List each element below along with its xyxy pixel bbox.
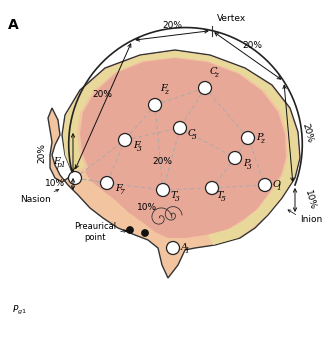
Circle shape [126,226,133,234]
Polygon shape [48,50,300,278]
Text: C: C [210,67,217,76]
Text: 3: 3 [192,133,197,141]
Text: F: F [115,184,122,193]
Text: P: P [243,159,250,168]
Text: 1: 1 [277,184,282,192]
Text: F: F [160,84,167,93]
Circle shape [167,241,179,255]
Text: P: P [256,133,262,142]
Text: p1: p1 [57,161,67,169]
Text: A: A [181,243,188,252]
Text: Inion: Inion [300,216,322,224]
Text: 20%: 20% [300,122,314,144]
Text: 10%: 10% [45,180,65,188]
Text: 20%: 20% [243,41,263,50]
Circle shape [100,176,114,189]
Circle shape [149,99,162,112]
Text: F: F [133,141,140,150]
Circle shape [119,134,131,147]
Text: 3: 3 [175,195,179,203]
Circle shape [69,171,82,185]
Text: Vertex: Vertex [217,14,246,22]
Text: C: C [188,129,196,138]
Text: z: z [164,88,168,96]
Text: O: O [273,180,281,189]
Text: T: T [171,191,177,200]
Text: Nasion: Nasion [20,189,59,204]
Text: 20%: 20% [38,143,46,163]
Text: $P_{g1}$: $P_{g1}$ [12,304,27,317]
Polygon shape [63,51,299,245]
Text: z: z [260,137,264,145]
Text: 20%: 20% [162,21,182,30]
Text: 3: 3 [137,145,141,153]
Text: 7: 7 [119,188,124,196]
Text: F: F [53,157,60,166]
Text: 20%: 20% [152,157,172,167]
Circle shape [228,152,242,165]
Text: T: T [217,191,223,200]
Circle shape [206,182,218,194]
Text: A: A [8,18,19,32]
Circle shape [173,121,186,135]
Text: 10%: 10% [303,189,317,211]
Text: Preaurical
point: Preaurical point [74,222,116,242]
Text: 1: 1 [185,247,190,255]
Text: 5: 5 [221,195,225,203]
Text: z: z [214,71,218,79]
Text: 3: 3 [247,163,252,171]
Text: 10%: 10% [137,204,157,212]
Circle shape [258,178,271,191]
Circle shape [157,184,169,197]
Text: 20%: 20% [92,90,112,99]
Circle shape [199,82,211,95]
Polygon shape [80,58,286,238]
Circle shape [242,132,254,144]
Circle shape [141,230,149,237]
